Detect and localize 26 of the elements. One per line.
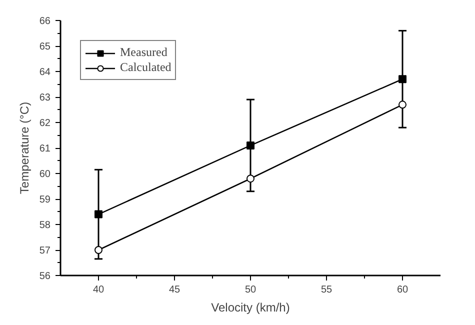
point [246,141,254,150]
y-tick-label: 59 [39,194,51,206]
x-axis-title: Velocity (km/h) [211,300,290,314]
x-tick-label: 45 [168,284,180,296]
y-tick-label: 57 [39,246,51,256]
point [398,75,406,84]
point [246,174,254,183]
y-tick-label: 56 [39,271,51,282]
y-tick-label: 62 [39,118,51,129]
point [398,100,406,109]
y-tick-label: 61 [39,144,51,154]
y-tick-label: 65 [39,42,51,52]
y-tick-label: 58 [39,220,51,231]
point [94,210,102,218]
y-tick-label: 64 [39,67,51,78]
legend-label: Calculated [120,60,172,75]
y-tick-label: 66 [39,16,51,27]
x-tick-label: 55 [320,284,332,296]
y-axis-title: Temperature (°C) [17,102,32,194]
point [94,246,102,254]
x-tick-label: 60 [396,284,408,296]
y-tick-label: 60 [39,169,51,180]
legend-label: Measured [120,45,168,60]
y-tick-label: 63 [39,92,51,104]
x-tick-label: 50 [244,284,256,296]
x-tick-label: 40 [92,284,104,296]
